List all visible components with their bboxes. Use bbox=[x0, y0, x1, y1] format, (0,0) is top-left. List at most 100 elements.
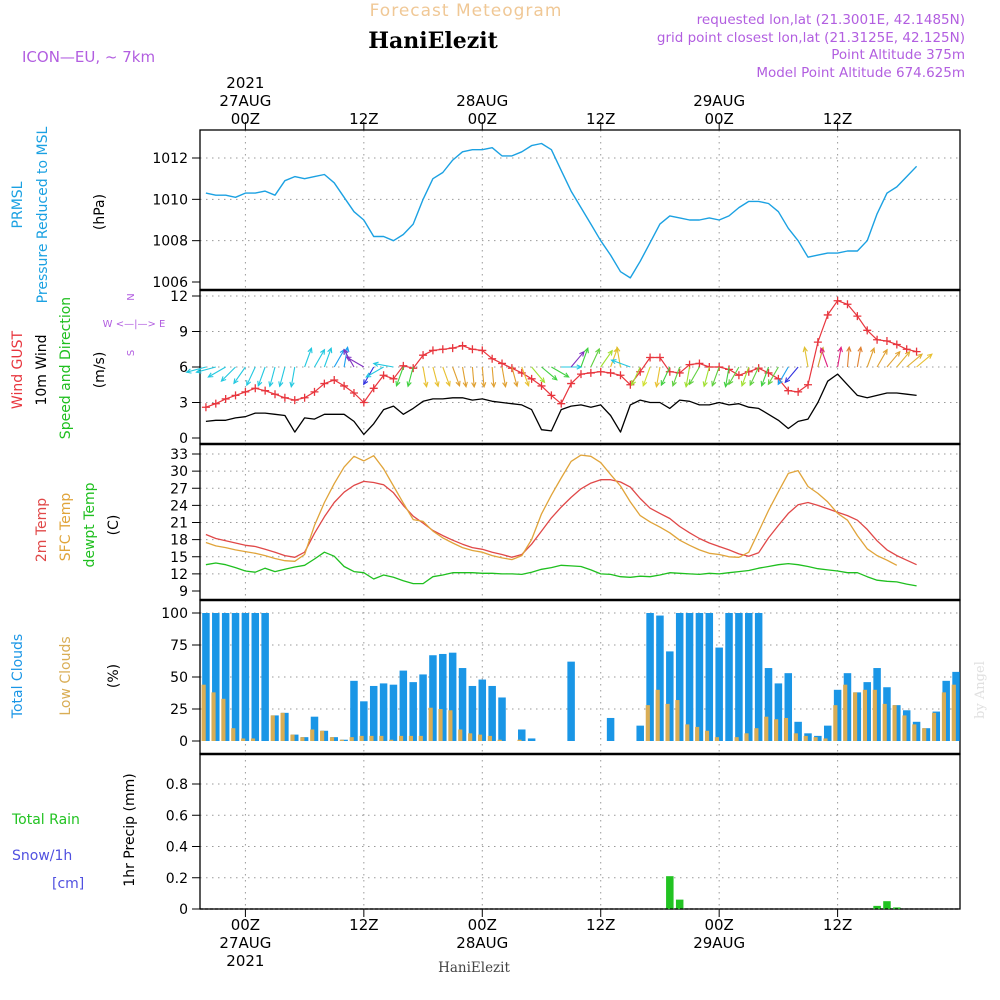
arrow-head bbox=[671, 380, 677, 387]
time-label-bottom: 00Z bbox=[231, 916, 260, 934]
gust-point bbox=[349, 389, 358, 398]
arrow-head bbox=[777, 379, 783, 386]
low-cloud-bar bbox=[714, 737, 719, 741]
wind-direction-arrow bbox=[257, 366, 266, 387]
arrow-shaft bbox=[346, 356, 365, 368]
arrow-shaft bbox=[685, 366, 691, 387]
wind-direction-arrow bbox=[580, 347, 589, 368]
total-cloud-bar bbox=[261, 613, 269, 741]
rain-bar bbox=[675, 899, 684, 909]
low-cloud-bar bbox=[300, 737, 305, 741]
arrow-head bbox=[502, 381, 508, 388]
arrow-shaft bbox=[761, 366, 770, 386]
gust-point bbox=[201, 403, 210, 412]
y-tick-label: 24 bbox=[170, 498, 188, 514]
arrow-shaft bbox=[886, 351, 901, 368]
time-label-bottom: 28AUG bbox=[456, 934, 508, 952]
panel-frame bbox=[199, 129, 961, 291]
wind-direction-arrow bbox=[462, 366, 468, 388]
arrow-head bbox=[363, 379, 369, 386]
low-cloud-bar bbox=[951, 684, 956, 741]
total-cloud-bar bbox=[685, 613, 694, 741]
total-cloud-bar bbox=[833, 689, 842, 741]
wind-direction-arrow bbox=[395, 366, 404, 387]
total-cloud-bar bbox=[952, 671, 960, 741]
total-cloud-bar bbox=[340, 739, 348, 741]
low-cloud-bar bbox=[389, 739, 394, 741]
low-cloud-bar bbox=[833, 705, 838, 741]
y-tick-label: 12 bbox=[170, 289, 188, 305]
low-cloud-bar bbox=[655, 689, 660, 741]
time-label-bottom: 29AUG bbox=[693, 934, 745, 952]
low-cloud-bar bbox=[221, 698, 226, 741]
low-cloud-bar bbox=[211, 692, 216, 741]
wind-direction-arrow bbox=[856, 346, 863, 368]
wind-speed-line bbox=[205, 373, 917, 436]
low-cloud-bar bbox=[201, 684, 206, 741]
gust-point bbox=[705, 363, 714, 371]
low-cloud-bar bbox=[477, 734, 483, 741]
total-cloud-bar bbox=[310, 716, 319, 741]
total-cloud-bar bbox=[527, 738, 536, 741]
low-cloud-bar bbox=[369, 735, 374, 741]
wind-dir-label: Speed and Direction bbox=[58, 297, 74, 439]
y-tick-label: 33 bbox=[170, 447, 188, 463]
arrow-head bbox=[579, 350, 585, 357]
compass-we: W <—|—> E bbox=[103, 319, 166, 330]
y-tick-label: 1006 bbox=[152, 275, 188, 291]
low-cloud-bar bbox=[329, 737, 335, 741]
wind-direction-arrow bbox=[916, 353, 933, 368]
y-tick-label: 30 bbox=[170, 464, 188, 480]
y-tick-label: 12 bbox=[170, 567, 188, 583]
low-cloud-label: Low Clouds bbox=[58, 636, 74, 715]
wind-direction-arrow bbox=[740, 366, 750, 387]
compass-n: N bbox=[126, 293, 137, 300]
wind-direction-arrow bbox=[876, 348, 888, 368]
gust-point bbox=[221, 394, 230, 403]
y-tick-label: 15 bbox=[170, 550, 188, 566]
arrow-head bbox=[711, 380, 717, 387]
total-cloud-bar bbox=[330, 737, 338, 741]
wind-direction-arrow bbox=[906, 353, 923, 368]
total-cloud-bar bbox=[498, 697, 506, 741]
total-cloud-bar bbox=[429, 655, 437, 741]
gust-point bbox=[833, 296, 842, 305]
arrow-shaft bbox=[896, 351, 911, 368]
arrow-head bbox=[819, 347, 825, 354]
precip-unit: 1hr Precip (mm) bbox=[122, 773, 138, 886]
arrow-head bbox=[423, 381, 429, 388]
panel-PRMSL: 1006 1008 1010 1012 bbox=[152, 130, 960, 291]
wind-direction-arrow bbox=[0, 0, 936, 367]
total-cloud-bar bbox=[735, 613, 743, 741]
panel-clouds: 0 25 50 75 100 bbox=[161, 600, 960, 754]
arrow-shaft bbox=[837, 347, 842, 368]
low-cloud-bar bbox=[853, 692, 858, 741]
wind-direction-arrow bbox=[452, 366, 461, 387]
wind-labels: Wind GUST 10m Wind Speed and Direction (… bbox=[10, 293, 165, 439]
total-cloud-bar bbox=[468, 685, 477, 741]
y-tick-label: 0.6 bbox=[166, 808, 188, 824]
gust-point bbox=[488, 354, 497, 363]
arrow-shaft bbox=[580, 348, 589, 368]
gust-point bbox=[369, 384, 378, 393]
arrow-head bbox=[702, 381, 708, 388]
arrow-shaft bbox=[803, 347, 809, 368]
low-cloud-bar bbox=[872, 689, 877, 741]
gust-point bbox=[527, 374, 536, 383]
wind-direction-arrow bbox=[0, 0, 946, 367]
dewpt-label: dewpt Temp bbox=[82, 482, 98, 567]
arrow-head bbox=[926, 353, 933, 359]
y-tick-label: 25 bbox=[170, 702, 188, 718]
wind-direction-arrow bbox=[610, 359, 631, 368]
arrow-head bbox=[372, 361, 379, 367]
wind-direction-arrow bbox=[570, 350, 585, 368]
total-rain-label: Total Rain bbox=[11, 812, 80, 828]
total-cloud-bar bbox=[883, 687, 891, 741]
gust-point bbox=[616, 371, 625, 380]
arrow-shaft bbox=[491, 366, 495, 387]
wind-direction-arrow bbox=[749, 366, 760, 387]
total-cloud-bar bbox=[715, 647, 723, 741]
gust-point bbox=[606, 368, 615, 377]
wind-direction-arrow bbox=[406, 366, 414, 388]
arrow-shaft bbox=[570, 351, 585, 368]
